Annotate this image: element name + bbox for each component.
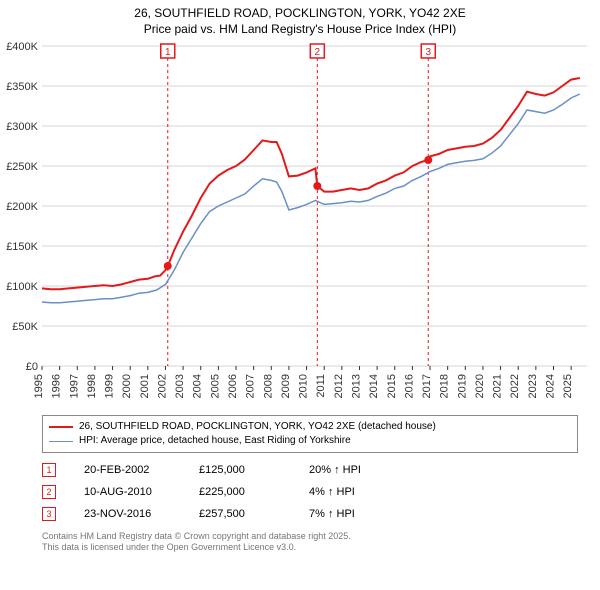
event-pct: 4% ↑ HPI: [309, 486, 355, 498]
svg-text:2: 2: [315, 47, 321, 58]
svg-text:2024: 2024: [544, 374, 556, 398]
svg-text:1996: 1996: [51, 374, 63, 398]
event-pct: 7% ↑ HPI: [309, 508, 355, 520]
chart-svg: £0 £50K £100K £150K £200K £250K £300K £350K £400…: [0, 41, 600, 411]
svg-text:2019: 2019: [456, 374, 468, 398]
legend-row-hpi: HPI: Average price, detached house, East…: [49, 434, 571, 448]
legend-label-hpi: HPI: Average price, detached house, East…: [79, 434, 351, 448]
svg-text:2004: 2004: [192, 374, 204, 398]
svg-text:2003: 2003: [174, 374, 186, 398]
svg-text:2016: 2016: [403, 374, 415, 398]
svg-text:2023: 2023: [527, 374, 539, 398]
svg-text:£200K: £200K: [6, 201, 38, 213]
svg-text:2009: 2009: [280, 374, 292, 398]
svg-text:1995: 1995: [33, 374, 45, 398]
svg-text:2014: 2014: [368, 374, 380, 398]
svg-text:2001: 2001: [139, 374, 151, 398]
event-price: £125,000: [199, 464, 309, 476]
event-row: 3 23-NOV-2016 £257,500 7% ↑ HPI: [42, 503, 578, 525]
svg-text:£250K: £250K: [6, 161, 38, 173]
svg-text:£300K: £300K: [6, 121, 38, 133]
event-marker-1: 1: [42, 463, 56, 477]
event-row: 1 20-FEB-2002 £125,000 20% ↑ HPI: [42, 459, 578, 481]
svg-text:2013: 2013: [350, 374, 362, 398]
event-marker-3: 3: [42, 507, 56, 521]
events-table: 1 20-FEB-2002 £125,000 20% ↑ HPI 2 10-AU…: [42, 459, 578, 525]
legend-swatch-property: [49, 426, 73, 428]
svg-text:2007: 2007: [245, 374, 257, 398]
svg-text:2015: 2015: [386, 374, 398, 398]
svg-text:2006: 2006: [227, 374, 239, 398]
event-pct: 20% ↑ HPI: [309, 464, 361, 476]
svg-text:2002: 2002: [156, 374, 168, 398]
svg-text:2008: 2008: [262, 374, 274, 398]
event-row: 2 10-AUG-2010 £225,000 4% ↑ HPI: [42, 481, 578, 503]
chart-title: 26, SOUTHFIELD ROAD, POCKLINGTON, YORK, …: [0, 0, 600, 37]
event-date: 20-FEB-2002: [84, 464, 199, 476]
title-subtitle: Price paid vs. HM Land Registry's House …: [0, 22, 600, 38]
event-price: £225,000: [199, 486, 309, 498]
svg-text:1997: 1997: [68, 374, 80, 398]
svg-text:£50K: £50K: [12, 321, 38, 333]
svg-text:2022: 2022: [509, 374, 521, 398]
svg-text:2017: 2017: [421, 374, 433, 398]
svg-text:3: 3: [425, 47, 431, 58]
svg-text:1: 1: [165, 47, 171, 58]
footer-line1: Contains HM Land Registry data © Crown c…: [42, 531, 578, 542]
svg-text:2020: 2020: [474, 374, 486, 398]
event-date: 23-NOV-2016: [84, 508, 199, 520]
legend-label-property: 26, SOUTHFIELD ROAD, POCKLINGTON, YORK, …: [79, 420, 436, 434]
svg-text:2005: 2005: [209, 374, 221, 398]
svg-text:£100K: £100K: [6, 281, 38, 293]
svg-text:2000: 2000: [121, 374, 133, 398]
svg-text:1998: 1998: [86, 374, 98, 398]
svg-text:2011: 2011: [315, 374, 327, 398]
svg-text:2010: 2010: [298, 374, 310, 398]
svg-text:£0: £0: [26, 361, 38, 373]
chart-container: 26, SOUTHFIELD ROAD, POCKLINGTON, YORK, …: [0, 0, 600, 590]
svg-text:2025: 2025: [562, 374, 574, 398]
event-marker-2: 2: [42, 485, 56, 499]
svg-text:£400K: £400K: [6, 41, 38, 53]
event-price: £257,500: [199, 508, 309, 520]
svg-text:£350K: £350K: [6, 81, 38, 93]
svg-text:2021: 2021: [492, 374, 504, 398]
legend-row-property: 26, SOUTHFIELD ROAD, POCKLINGTON, YORK, …: [49, 420, 571, 434]
footer-line2: This data is licensed under the Open Gov…: [42, 542, 578, 553]
footer-attribution: Contains HM Land Registry data © Crown c…: [42, 531, 578, 554]
svg-text:1999: 1999: [104, 374, 116, 398]
svg-text:£150K: £150K: [6, 241, 38, 253]
svg-text:2018: 2018: [439, 374, 451, 398]
svg-text:2012: 2012: [333, 374, 345, 398]
legend-swatch-hpi: [49, 441, 73, 442]
event-date: 10-AUG-2010: [84, 486, 199, 498]
title-address: 26, SOUTHFIELD ROAD, POCKLINGTON, YORK, …: [0, 6, 600, 22]
legend: 26, SOUTHFIELD ROAD, POCKLINGTON, YORK, …: [42, 415, 578, 453]
chart-plot-area: £0 £50K £100K £150K £200K £250K £300K £350K £400…: [0, 41, 590, 411]
